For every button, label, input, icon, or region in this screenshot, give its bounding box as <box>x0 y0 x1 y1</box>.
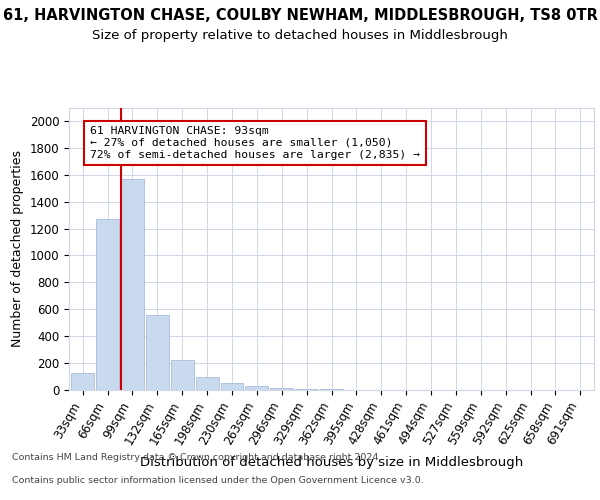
Text: Contains public sector information licensed under the Open Government Licence v3: Contains public sector information licen… <box>12 476 424 485</box>
Bar <box>96 219 119 390</box>
X-axis label: Distribution of detached houses by size in Middlesbrough: Distribution of detached houses by size … <box>140 456 523 469</box>
Text: 61, HARVINGTON CHASE, COULBY NEWHAM, MIDDLESBROUGH, TS8 0TR: 61, HARVINGTON CHASE, COULBY NEWHAM, MID… <box>2 8 598 22</box>
Bar <box>71 372 94 390</box>
Bar <box>245 386 268 390</box>
Bar <box>270 388 293 390</box>
Y-axis label: Number of detached properties: Number of detached properties <box>11 150 24 348</box>
Bar <box>196 377 218 390</box>
Text: Size of property relative to detached houses in Middlesbrough: Size of property relative to detached ho… <box>92 29 508 42</box>
Bar <box>121 179 144 390</box>
Bar <box>295 389 318 390</box>
Bar <box>171 360 194 390</box>
Bar <box>221 384 244 390</box>
Text: Contains HM Land Registry data © Crown copyright and database right 2024.: Contains HM Land Registry data © Crown c… <box>12 454 382 462</box>
Text: 61 HARVINGTON CHASE: 93sqm
← 27% of detached houses are smaller (1,050)
72% of s: 61 HARVINGTON CHASE: 93sqm ← 27% of deta… <box>90 126 420 160</box>
Bar <box>146 314 169 390</box>
